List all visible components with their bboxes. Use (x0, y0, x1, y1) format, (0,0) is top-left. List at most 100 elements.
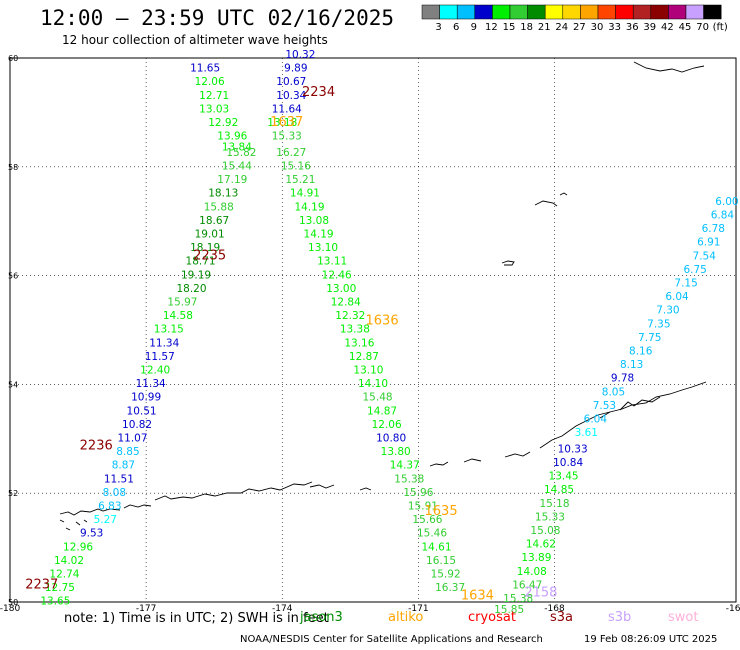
wave-height-value: 13.45 (549, 471, 579, 483)
wave-height-value: 16.47 (512, 579, 542, 591)
wave-height-value: 15.92 (431, 569, 461, 581)
wave-height-value: 14.62 (526, 539, 556, 551)
wave-height-value: 8.85 (116, 446, 139, 458)
wave-height-value: 12.71 (199, 90, 229, 102)
colorbar-label: 9 (471, 22, 477, 33)
colorbar: 3 6 9 12 15 18 21 24 27 30 33 36 39 42 45 70 (ft) (421, 4, 728, 33)
x-tick-label: -177 (136, 604, 156, 614)
y-tick-label: 50 (8, 598, 18, 607)
wave-height-value: 15.48 (363, 392, 393, 404)
pass-time-label: 2237 (25, 577, 58, 592)
pass-time-label: 1637 (270, 115, 303, 130)
wave-height-value: 15.85 (494, 604, 524, 616)
wave-height-value: 10.51 (127, 405, 157, 417)
wave-height-value: 10.34 (276, 90, 306, 102)
wave-height-value: 11.51 (104, 473, 134, 485)
wave-height-value: 11.34 (149, 337, 179, 349)
chart-title: 12:00 — 23:59 UTC 02/16/2025 (40, 6, 395, 30)
wave-height-value: 14.91 (290, 188, 320, 200)
colorbar-label: 70 (696, 22, 709, 33)
wave-height-value: 15.96 (403, 487, 433, 499)
wave-height-value: 13.15 (154, 324, 184, 336)
wave-height-value: 7.30 (656, 305, 679, 317)
wave-height-value: 11.57 (145, 351, 175, 363)
x-tick-label: -168 (544, 604, 565, 614)
pass-time-label: 2234 (302, 85, 335, 100)
legend-cryosat: cryosat (468, 610, 516, 625)
coastline (59, 61, 707, 531)
colorbar-swatch (685, 4, 704, 20)
colorbar-swatch (668, 4, 687, 20)
aleutian-island (123, 504, 152, 509)
aleutian-island (463, 458, 482, 463)
wave-height-value: 12.74 (49, 569, 79, 581)
axis-labels: -180 -177 -174 -171 -168 -164 50 52 54 56 58 60 (0, 54, 740, 614)
aleutian-island (429, 461, 449, 467)
alaska-peninsula-coast (619, 396, 661, 411)
wave-height-value: 12.32 (335, 310, 365, 322)
pass-labels: 2234 1637 2235 1636 2236 1635 2237 1634 2158 (25, 85, 557, 603)
wave-height-value: 15.91 (408, 501, 438, 513)
colorbar-label: 6 (453, 22, 459, 33)
wave-height-value: 5.27 (94, 514, 117, 526)
wave-height-value: 6.91 (697, 237, 720, 249)
credit-text: NOAA/NESDIS Center for Satellite Applica… (240, 634, 543, 645)
x-tick-label: -180 (0, 604, 20, 614)
pass-time-label: 1636 (366, 314, 399, 329)
wave-height-value: 6.84 (711, 209, 735, 221)
wave-height-value: 15.33 (535, 511, 565, 523)
aleutian-west-coast (59, 508, 121, 516)
wave-height-value: 14.19 (304, 229, 334, 241)
colorbar-label: 12 (485, 22, 498, 33)
wave-height-value: 18.13 (208, 188, 238, 200)
wave-height-value: 13.00 (326, 283, 356, 295)
wave-height-value: 10.84 (553, 457, 583, 469)
chart-subtitle: 12 hour collection of altimeter wave hei… (62, 33, 328, 47)
wave-height-value: 13.80 (381, 446, 411, 458)
wave-height-value: 12.40 (140, 365, 170, 377)
colorbar-label: 30 (591, 22, 604, 33)
wave-height-value: 6.00 (715, 196, 738, 208)
colorbar-label: 15 (503, 22, 516, 33)
colorbar-swatch (474, 4, 493, 20)
legend-s3a: s3a (550, 610, 574, 625)
legend-altiko: altiko (388, 610, 424, 625)
wave-height-value: 12.75 (45, 582, 75, 594)
wave-height-value: 6.78 (702, 223, 725, 235)
colorbar-label: 45 (679, 22, 692, 33)
wave-height-value: 13.08 (299, 215, 329, 227)
colorbar-label: 42 (661, 22, 674, 33)
wave-height-value: 14.19 (294, 201, 324, 213)
colorbar-swatch (615, 4, 634, 20)
aleutian-central-coast (154, 481, 313, 501)
colorbar-swatch (597, 4, 616, 20)
wave-height-points: 11.6512.0612.7113.0312.9213.9613.8415.82… (40, 49, 738, 616)
colorbar-swatch (632, 4, 652, 20)
pass-time-label: 2235 (193, 248, 226, 263)
wave-height-value: 15.21 (285, 174, 315, 186)
lat-lon-grid (10, 58, 736, 602)
x-tick-label: -171 (408, 604, 428, 614)
wave-height-value: 7.75 (638, 332, 661, 344)
wave-height-value: 15.33 (272, 131, 302, 143)
wave-height-value: 7.35 (647, 318, 670, 330)
wave-height-value: 10.67 (276, 76, 306, 88)
note-text: note: 1) Time is in UTC; 2) SWH is in fe… (64, 611, 329, 626)
wave-height-value: 14.08 (517, 566, 547, 578)
colorbar-swatch (439, 4, 458, 20)
pass-time-label: 1635 (425, 504, 458, 519)
x-tick-label: -164 (726, 604, 740, 614)
wave-height-value: 14.87 (367, 405, 397, 417)
wave-height-value: 13.84 (222, 141, 252, 153)
wave-height-value: 15.38 (394, 473, 424, 485)
wave-height-value: 7.15 (674, 277, 697, 289)
y-tick-label: 60 (8, 54, 18, 63)
wave-height-value: 14.02 (54, 555, 84, 567)
alaska-mainland-coast (633, 61, 705, 73)
colorbar-label: 21 (538, 22, 551, 33)
wave-height-value: 13.10 (353, 365, 383, 377)
colorbar-swatch (580, 4, 599, 20)
wave-height-value: 13.10 (308, 242, 338, 254)
wave-height-value: 15.08 (530, 525, 560, 537)
wave-height-value: 17.19 (217, 174, 247, 186)
